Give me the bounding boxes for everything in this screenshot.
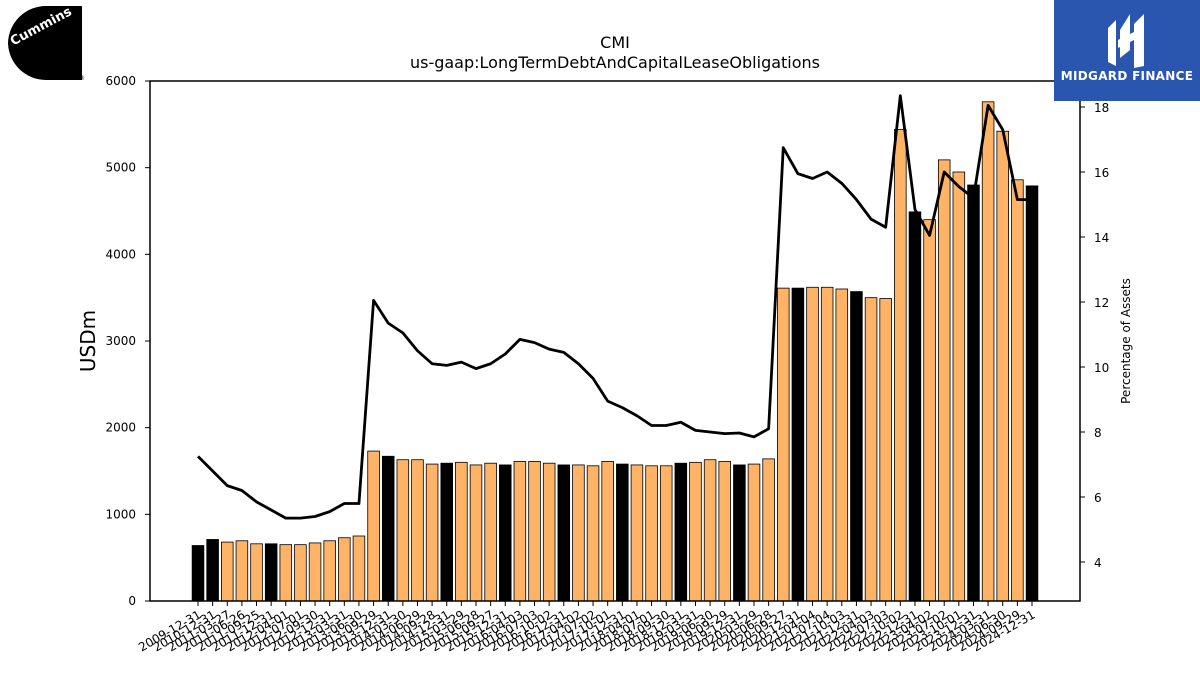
y2-axis-label: Percentage of Assets bbox=[1119, 278, 1133, 404]
bar-2015-06-28 bbox=[469, 464, 483, 602]
bar-2011-12-31 bbox=[264, 543, 278, 602]
bar-2015-12-31 bbox=[499, 464, 512, 602]
y-axis-label: USDm bbox=[76, 310, 100, 372]
bar-2022-12-31 bbox=[908, 211, 922, 602]
y-tick-label: 4000 bbox=[105, 247, 136, 261]
bar-2015-03-29 bbox=[455, 461, 468, 602]
x-axis: 2009-12-312010-12-312011-03-272011-06-26… bbox=[136, 601, 1038, 654]
bar-2020-12-31 bbox=[791, 287, 805, 602]
bar-2023-12-31 bbox=[967, 184, 980, 602]
bar-2013-06-30 bbox=[352, 535, 366, 602]
bar-2021-12-31 bbox=[850, 291, 863, 602]
midgard-finance-logo: MIDGARD FINANCE bbox=[1054, 0, 1200, 101]
bar-2012-12-31 bbox=[323, 540, 336, 602]
bar-2013-12-31 bbox=[381, 455, 395, 602]
bar-2017-07-02 bbox=[586, 465, 600, 602]
bar-2020-06-28 bbox=[762, 458, 775, 602]
y-tick-label: 6000 bbox=[105, 74, 136, 88]
bar-2012-04-01 bbox=[279, 544, 293, 602]
bar-2016-07-03 bbox=[528, 461, 541, 602]
bar-2020-09-27 bbox=[777, 287, 790, 602]
bar-2017-10-01 bbox=[601, 461, 614, 602]
bar-2014-06-29 bbox=[411, 459, 424, 602]
bar-2014-09-28 bbox=[425, 463, 439, 602]
y2-tick-label: 18 bbox=[1094, 101, 1109, 115]
bar-2018-09-30 bbox=[659, 465, 673, 602]
bar-2024-03-31 bbox=[981, 101, 995, 602]
y2-tick-label: 6 bbox=[1094, 491, 1102, 505]
percentage-line bbox=[197, 94, 1032, 520]
y-tick-label: 3000 bbox=[105, 334, 136, 348]
bar-2022-10-02 bbox=[894, 129, 907, 602]
bar-2021-07-04 bbox=[820, 286, 834, 602]
bar-2024-09-29 bbox=[1011, 179, 1024, 602]
bar-2019-09-29 bbox=[718, 461, 731, 602]
midgard-mark-icon bbox=[1108, 14, 1144, 68]
y-tick-label: 5000 bbox=[105, 161, 136, 175]
bar-series bbox=[191, 101, 1039, 602]
y-axis-left: 0 1000 2000 3000 4000 5000 6000 bbox=[105, 74, 150, 608]
bar-2013-09-29 bbox=[367, 450, 380, 602]
bar-2024-06-30 bbox=[996, 130, 1009, 602]
line-series bbox=[197, 94, 1032, 520]
bar-2017-04-02 bbox=[572, 464, 585, 602]
bar-2018-07-01 bbox=[645, 465, 658, 602]
y-axis-right: 4 6 8 10 12 14 16 18 bbox=[1080, 101, 1109, 570]
bar-2021-04-04 bbox=[806, 286, 819, 602]
midgard-logo-text: MIDGARD FINANCE bbox=[1060, 69, 1194, 83]
y-tick-label: 1000 bbox=[105, 507, 136, 521]
bar-2019-12-31 bbox=[733, 464, 746, 602]
bar-2022-04-03 bbox=[864, 297, 878, 602]
bar-2013-03-31 bbox=[338, 537, 351, 602]
bar-2015-09-27 bbox=[484, 462, 497, 602]
chart-title: CMI bbox=[600, 33, 630, 52]
bar-2018-04-01 bbox=[630, 464, 644, 602]
bar-2022-07-03 bbox=[879, 298, 892, 602]
chart-subtitle: us-gaap:LongTermDebtAndCapitalLeaseOblig… bbox=[410, 53, 820, 72]
bar-2016-10-02 bbox=[542, 462, 556, 602]
bar-2012-09-30 bbox=[308, 542, 322, 602]
bar-2019-06-30 bbox=[703, 459, 717, 602]
y-tick-label: 2000 bbox=[105, 421, 136, 435]
bar-2021-10-03 bbox=[835, 288, 849, 602]
y2-tick-label: 8 bbox=[1094, 426, 1102, 440]
bar-2011-03-27 bbox=[221, 541, 234, 602]
y2-tick-label: 4 bbox=[1094, 556, 1102, 570]
bar-2012-07-01 bbox=[294, 544, 307, 602]
bar-2011-06-26 bbox=[235, 540, 249, 602]
bar-2020-03-29 bbox=[747, 463, 761, 602]
y2-tick-label: 12 bbox=[1094, 296, 1109, 310]
bar-2024-12-31 bbox=[1025, 185, 1039, 602]
bar-2016-12-31 bbox=[557, 464, 571, 602]
bar-2023-10-01 bbox=[952, 171, 966, 602]
svg-text:®: ® bbox=[79, 75, 85, 82]
y2-tick-label: 10 bbox=[1094, 361, 1109, 375]
y2-tick-label: 16 bbox=[1094, 166, 1109, 180]
bar-2014-12-31 bbox=[440, 462, 453, 602]
y2-tick-label: 14 bbox=[1094, 231, 1109, 245]
bar-2019-03-31 bbox=[689, 461, 702, 602]
bar-2010-12-31 bbox=[206, 539, 219, 602]
bar-2017-12-31 bbox=[616, 463, 629, 602]
bar-2018-12-31 bbox=[674, 462, 688, 602]
cummins-logo: ® Cummins bbox=[6, 4, 88, 82]
bar-2023-07-02 bbox=[937, 159, 951, 602]
bar-2014-03-30 bbox=[396, 459, 410, 602]
bar-2009-12-31 bbox=[191, 545, 205, 602]
bar-2016-04-03 bbox=[513, 461, 527, 602]
bar-2023-04-02 bbox=[923, 219, 936, 602]
bar-2011-09-25 bbox=[250, 543, 263, 602]
y-tick-label: 0 bbox=[128, 594, 136, 608]
